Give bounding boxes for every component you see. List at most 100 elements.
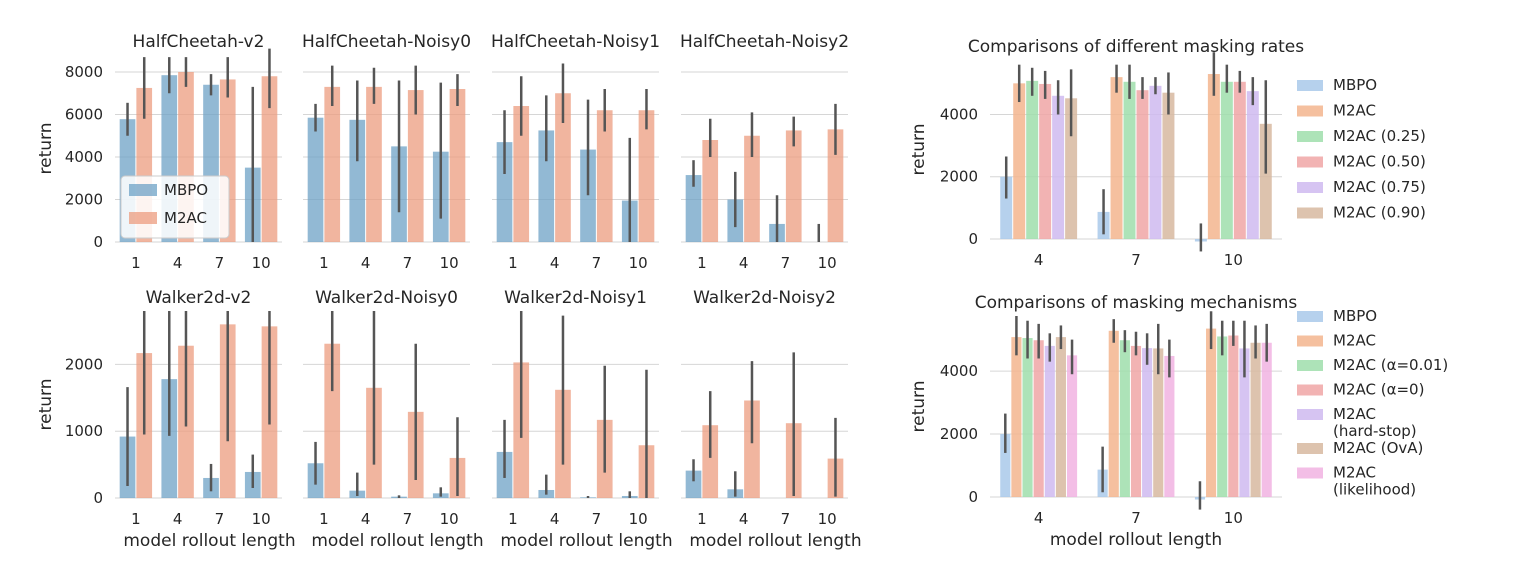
bar <box>1119 340 1130 497</box>
bar <box>1000 434 1011 497</box>
bar <box>1220 81 1233 239</box>
bar <box>1110 77 1123 240</box>
x-tick-label: 4 <box>1034 251 1044 269</box>
panel-5: 0 1000 2000 Walker2d-v2 1 4 7 10 return model rol… <box>36 288 296 551</box>
x-tick-label: 4 <box>1034 509 1044 527</box>
y-tick-label: 2000 <box>940 425 978 443</box>
bar <box>1052 95 1065 239</box>
panel-title: HalfCheetah-Noisy0 <box>302 32 471 52</box>
legend-swatch <box>1297 182 1323 193</box>
x-tick-label: 1 <box>319 254 329 272</box>
x-tick-label: 4 <box>550 254 560 272</box>
x-tick-label: 1 <box>319 510 329 528</box>
x-tick-label: 4 <box>739 254 749 272</box>
legend-swatch <box>1297 80 1323 91</box>
x-tick-label: 10 <box>818 510 837 528</box>
y-tick-label: 4000 <box>940 105 978 123</box>
legend-label: M2AC (0.50) <box>1333 153 1426 171</box>
bar <box>1142 348 1153 497</box>
bar <box>1065 98 1078 239</box>
x-axis-label: model rollout length <box>311 531 483 551</box>
legend-label: MBPO <box>1333 76 1377 94</box>
bar <box>638 110 655 242</box>
legend-swatch <box>1297 131 1323 142</box>
y-tick-label: 6000 <box>65 106 103 124</box>
panel-title: Comparisons of masking mechanisms <box>975 293 1298 313</box>
panel-title: Walker2d-v2 <box>146 288 252 308</box>
bar <box>1108 330 1119 497</box>
bar <box>538 130 555 242</box>
bar <box>1246 91 1259 239</box>
bar <box>1013 83 1026 239</box>
bar <box>513 106 530 242</box>
bar <box>349 119 366 242</box>
bar <box>702 140 719 242</box>
legend-label: MBPO <box>164 181 208 199</box>
panel-title: Walker2d-Noisy0 <box>315 288 458 308</box>
bar <box>496 142 513 242</box>
y-axis-label: return <box>909 124 929 176</box>
bar <box>1000 176 1013 239</box>
bar <box>1136 90 1149 239</box>
x-tick-label: 7 <box>1131 251 1141 269</box>
y-tick-label: 8000 <box>65 63 103 81</box>
bar <box>1239 348 1250 497</box>
x-tick-label: 1 <box>508 254 518 272</box>
x-tick-label: 7 <box>403 510 413 528</box>
bar <box>1123 81 1136 239</box>
legend-swatch <box>1297 156 1323 168</box>
bar <box>449 89 466 242</box>
x-tick-label: 7 <box>592 254 602 272</box>
panel-7: Walker2d-Noisy1 1 4 7 10 model rollout length <box>492 288 673 551</box>
bar <box>261 76 278 242</box>
x-tick-label: 1 <box>131 510 141 528</box>
x-tick-label: 7 <box>781 510 791 528</box>
bar <box>366 86 382 242</box>
legend-swatch <box>1297 207 1323 219</box>
x-axis-label: model rollout length <box>1050 530 1222 550</box>
bar <box>1039 83 1052 240</box>
bar <box>1153 348 1164 497</box>
x-tick-label: 10 <box>440 510 459 528</box>
x-tick-label: 1 <box>697 510 707 528</box>
bar <box>1164 355 1175 497</box>
legend-label: M2AC (0.90) <box>1333 204 1426 222</box>
x-axis-label: model rollout length <box>500 531 672 551</box>
panel-title: HalfCheetah-v2 <box>133 32 265 52</box>
bar <box>1259 123 1272 239</box>
bar <box>1022 338 1033 497</box>
y-tick-label: 2000 <box>65 191 103 209</box>
legend-label: MBPO <box>1333 307 1377 325</box>
x-tick-label: 10 <box>440 254 459 272</box>
y-axis-label: return <box>36 123 56 175</box>
panel-1: 0 2000 4000 6000 8000 HalfCheetah-v2 1 4 7 10 retu… <box>36 32 282 272</box>
bar <box>1066 355 1078 497</box>
bar <box>1228 335 1239 497</box>
legend-label: M2AC <box>164 209 207 227</box>
y-tick-label: 0 <box>93 489 103 507</box>
bar <box>785 130 802 242</box>
x-tick-label: 1 <box>697 254 707 272</box>
bar <box>1055 337 1066 497</box>
bar <box>1044 345 1055 497</box>
panel-title: HalfCheetah-Noisy2 <box>680 32 849 52</box>
y-tick-label: 2000 <box>65 355 103 373</box>
legend-label: M2AC (OvA) <box>1333 439 1423 457</box>
bar <box>1149 85 1162 240</box>
bar <box>407 90 424 242</box>
bar <box>1250 342 1261 497</box>
x-tick-label: 7 <box>781 254 791 272</box>
y-tick-label: 0 <box>968 230 978 248</box>
bar <box>1207 74 1220 239</box>
legend-swatch <box>1297 443 1323 454</box>
legend-label: M2AC (α=0) <box>1333 381 1424 399</box>
bar <box>324 343 341 498</box>
y-tick-label: 0 <box>93 233 103 251</box>
bar <box>685 175 702 242</box>
legend-swatch <box>1297 384 1323 396</box>
panel-10: 0 2000 4000 Comparisons of masking mechanis… <box>909 293 1448 550</box>
x-tick-label: 4 <box>173 510 183 528</box>
x-tick-label: 1 <box>131 254 141 272</box>
legend-swatch <box>129 184 157 196</box>
x-axis-label: model rollout length <box>689 531 861 551</box>
